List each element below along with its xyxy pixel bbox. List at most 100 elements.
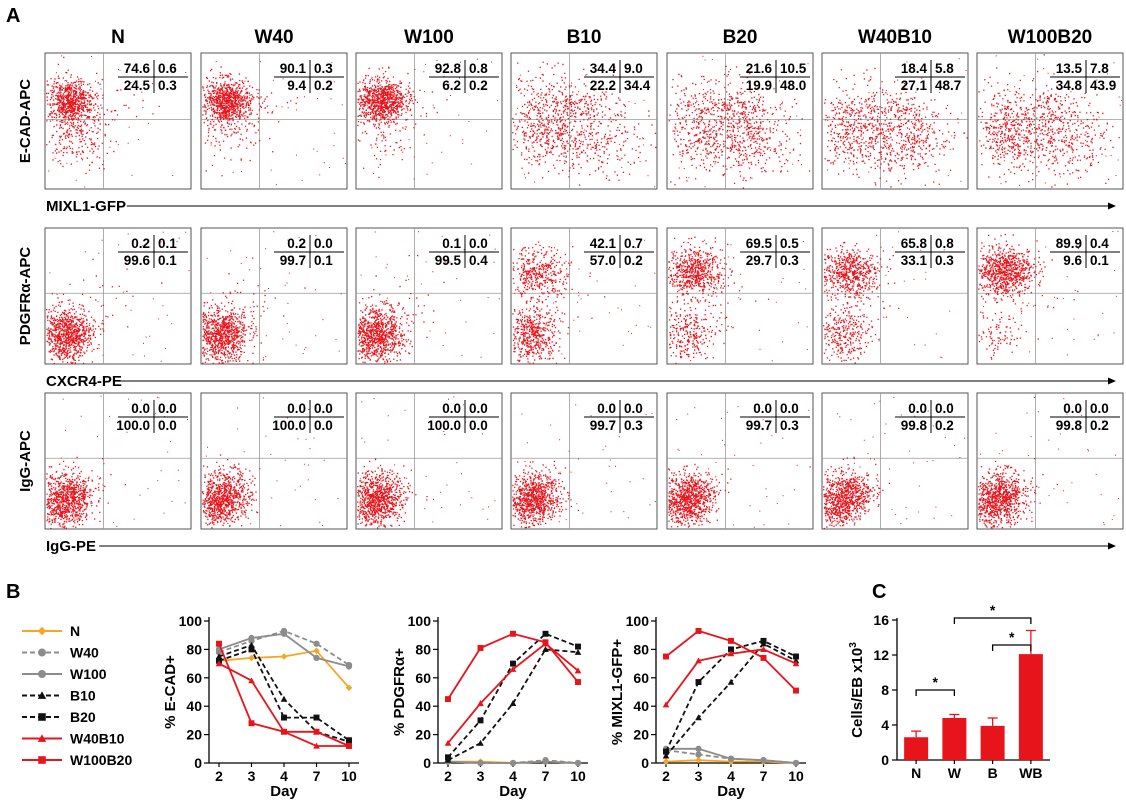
- series-w40b10: [215, 660, 353, 749]
- quadrant-ul-value: 65.8: [901, 236, 928, 251]
- flow-row: PDGFRα-APC CXCR4-PE 0.2 0.1 99.6 0.1 0.2 0.0 99.…: [17, 227, 1124, 390]
- panel-a-letter: A: [6, 5, 20, 27]
- y-tick-label: 80: [415, 641, 431, 657]
- y-tick-label: 40: [633, 698, 649, 714]
- flow-plot: 74.6 0.6 24.5 0.3: [44, 52, 192, 190]
- quadrant-lr-value: 0.2: [1090, 418, 1109, 433]
- quadrant-lr-value: 0.0: [158, 418, 177, 433]
- quadrant-ur-value: 0.0: [469, 401, 488, 416]
- quadrant-ul-value: 89.9: [1056, 236, 1082, 251]
- quadrant-ll-value: 99.7: [590, 418, 616, 433]
- point-marker: [38, 756, 46, 764]
- quadrant-ur-value: 0.0: [935, 401, 954, 416]
- x-tick-label: 2: [444, 768, 452, 784]
- point-marker: [574, 667, 582, 674]
- point-marker: [792, 660, 800, 667]
- arrowhead: [1108, 377, 1116, 385]
- quadrant-ur-value: 0.0: [469, 236, 488, 251]
- series-line: [447, 632, 579, 758]
- event-dots: [357, 231, 500, 365]
- legend-item: W40: [22, 645, 99, 661]
- point-marker: [728, 637, 734, 644]
- quadrant-lr-value: 0.2: [314, 78, 333, 93]
- point-marker: [38, 713, 46, 721]
- legend-label: W100: [70, 666, 107, 682]
- quadrant-ul-value: 92.8: [435, 61, 462, 76]
- point-marker: [663, 653, 669, 660]
- quadrant-lr-value: 0.0: [469, 418, 488, 433]
- quadrant-ul-value: 0.0: [287, 401, 306, 416]
- series-w100b20: [445, 630, 581, 703]
- quadrant-ul-value: 42.1: [590, 236, 617, 251]
- condition-header: W40: [254, 27, 293, 48]
- point-marker: [313, 714, 320, 721]
- flow-plot: 42.1 0.7 57.0 0.2: [510, 227, 658, 365]
- point-marker: [280, 630, 288, 637]
- event-dots: [512, 404, 656, 529]
- point-marker: [663, 748, 669, 755]
- flow-plot: 0.0 0.0 99.7 0.3: [666, 392, 814, 530]
- y-tick-label: 12: [873, 647, 889, 663]
- x-axis-title: Day: [499, 783, 527, 800]
- point-marker: [695, 756, 702, 764]
- point-marker: [281, 714, 287, 721]
- quadrant-ll-value: 99.7: [746, 418, 772, 433]
- significance-bracket: *: [991, 629, 1032, 651]
- y-tick-label: 60: [186, 670, 202, 686]
- quadrant-lr-value: 0.1: [1090, 253, 1109, 268]
- point-marker: [477, 739, 484, 746]
- quadrant-ll-value: 24.5: [124, 78, 151, 93]
- flow-plot: 34.4 9.0 22.2 34.4: [510, 52, 658, 190]
- point-marker: [248, 654, 255, 662]
- quadrant-lr-value: 34.4: [624, 78, 651, 93]
- plot-frame: [510, 227, 658, 365]
- series-w40b10: [444, 640, 582, 746]
- point-marker: [477, 717, 484, 724]
- quadrant-ll-value: 99.8: [1056, 418, 1083, 433]
- point-marker: [345, 663, 353, 670]
- panel-c-letter: C: [872, 581, 886, 603]
- significance-star: *: [933, 674, 939, 690]
- quadrant-lr-value: 0.1: [314, 253, 333, 268]
- series-line: [218, 648, 350, 742]
- quadrant-ll-value: 100.0: [272, 418, 306, 433]
- quadrant-ll-value: 100.0: [116, 418, 150, 433]
- point-marker: [574, 759, 582, 767]
- plot-frame: [976, 227, 1124, 365]
- series-line: [665, 648, 797, 706]
- arrowhead: [1108, 202, 1116, 210]
- series-b20: [445, 630, 581, 761]
- x-tick-label: 3: [248, 768, 256, 784]
- quadrant-ll-value: 22.2: [590, 78, 616, 93]
- x-tick-label: 3: [477, 768, 485, 784]
- point-marker: [727, 678, 735, 685]
- y-tick-label: 80: [633, 641, 649, 657]
- flow-plot: 89.9 0.4 9.6 0.1: [976, 227, 1124, 365]
- point-marker: [695, 751, 702, 758]
- point-marker: [662, 701, 670, 708]
- point-marker: [248, 677, 255, 684]
- x-tick-label: 4: [280, 768, 288, 784]
- quadrant-ul-value: 21.6: [746, 61, 773, 76]
- y-tick-label: 20: [186, 727, 202, 743]
- x-axis-title: Day: [717, 783, 745, 800]
- x-tick-label: 3: [695, 768, 703, 784]
- x-axis-label: IgG-PE: [46, 538, 96, 555]
- x-tick-label: 2: [215, 768, 223, 784]
- flow-plot: 0.0 0.0 99.8 0.2: [976, 392, 1124, 530]
- point-marker: [575, 643, 581, 650]
- point-marker: [216, 640, 222, 647]
- quadrant-lr-value: 48.7: [935, 78, 961, 93]
- bar: [942, 718, 967, 760]
- series-w100b20: [216, 640, 352, 749]
- y-tick-label: 20: [633, 727, 649, 743]
- point-marker: [662, 758, 670, 765]
- point-marker: [727, 650, 735, 657]
- panel-b-letter: B: [6, 581, 20, 603]
- series-w40b10: [662, 646, 800, 708]
- quadrant-lr-value: 0.4: [469, 253, 488, 268]
- arrowhead: [1108, 542, 1116, 550]
- bar-group: N: [904, 730, 929, 781]
